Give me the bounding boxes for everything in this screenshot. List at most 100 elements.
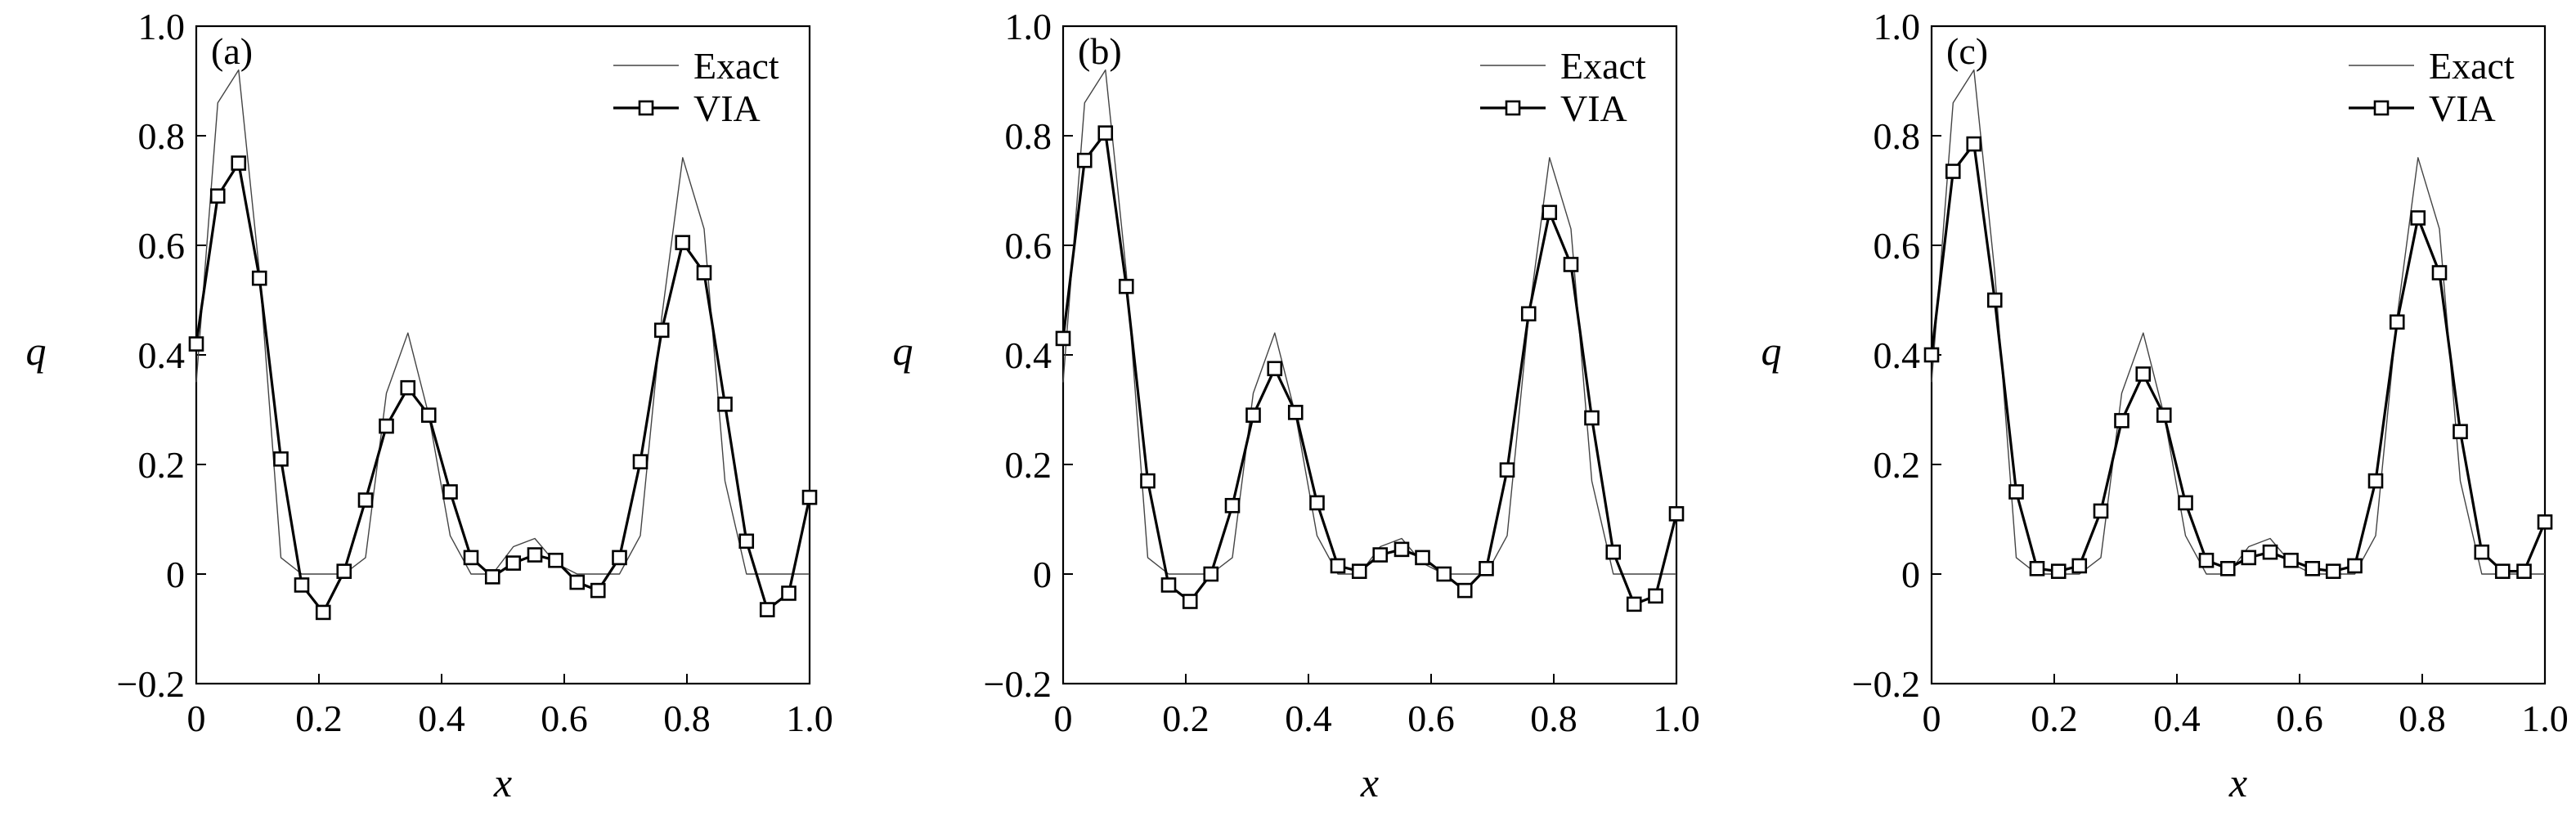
data-point-marker [2262, 544, 2278, 560]
x-tick-label: 0 [187, 698, 206, 739]
data-point-marker [1966, 136, 1982, 152]
x-tick-label: 0.2 [2031, 698, 2078, 739]
data-point-marker [2178, 495, 2193, 511]
data-point-marker [2453, 424, 2468, 440]
data-point-marker [1520, 306, 1537, 322]
data-point-marker [1923, 347, 1940, 363]
legend-label-exact: Exact [2429, 45, 2515, 87]
data-point-marker [2071, 558, 2088, 574]
legend-marker [2373, 100, 2390, 116]
data-point-marker [379, 418, 394, 434]
data-point-marker [188, 336, 204, 352]
data-point-marker [1986, 292, 2003, 308]
data-point-marker [400, 379, 416, 396]
data-point-marker [251, 270, 267, 286]
y-tick-label: 0.4 [1005, 334, 1052, 376]
x-tick-label: 0.8 [2399, 698, 2446, 739]
data-point-marker [1415, 550, 1430, 566]
data-point-marker [1330, 558, 1346, 574]
x-tick-label: 1.0 [1653, 698, 1700, 739]
data-point-marker [463, 550, 479, 566]
data-point-marker [675, 235, 691, 250]
legend-label-exact: Exact [693, 45, 779, 87]
data-point-marker [1203, 566, 1219, 582]
legend-label-via: VIA [693, 87, 761, 129]
y-tick-label: −0.2 [1852, 663, 1920, 705]
y-tick-label: 0.8 [1005, 115, 1052, 157]
data-point-marker [2431, 265, 2448, 280]
data-point-marker [1945, 164, 1961, 179]
x-axis-label: x [1360, 760, 1379, 805]
x-axis-label: x [493, 760, 512, 805]
y-tick-label: 1.0 [1874, 6, 1921, 47]
panel-label: (b) [1078, 30, 1122, 72]
data-point-marker [484, 569, 500, 585]
y-tick-label: 0.2 [1874, 444, 1921, 486]
data-point-marker [294, 577, 310, 593]
data-point-marker [1436, 566, 1452, 582]
data-point-marker [548, 552, 563, 568]
y-tick-label: 0.8 [138, 115, 186, 157]
x-tick-label: 0.6 [541, 698, 588, 739]
panel-label: (a) [211, 30, 253, 72]
data-point-marker [2050, 563, 2067, 579]
y-tick-label: 1.0 [138, 6, 186, 47]
data-point-marker [2008, 484, 2024, 500]
data-point-marker [781, 585, 797, 601]
data-point-marker [273, 451, 289, 467]
x-tick-label: 0 [1923, 698, 1941, 739]
data-point-marker [420, 407, 437, 424]
x-tick-label: 0.6 [1407, 698, 1455, 739]
data-point-marker [1118, 278, 1134, 294]
data-point-marker [1605, 544, 1622, 560]
y-tick-label: −0.2 [117, 663, 185, 705]
data-point-marker [2347, 558, 2363, 574]
data-point-marker [696, 265, 712, 280]
data-point-marker [2283, 552, 2299, 568]
x-tick-label: 0.4 [418, 698, 465, 739]
data-point-marker [1055, 330, 1071, 347]
data-point-marker [2219, 560, 2236, 576]
y-tick-label: 0.2 [138, 444, 186, 486]
data-point-marker [2114, 413, 2129, 428]
data-point-marker [505, 555, 522, 571]
legend-label-via: VIA [1560, 87, 1627, 129]
y-tick-label: 0.6 [1874, 225, 1921, 267]
data-point-marker [717, 396, 733, 412]
data-point-marker [1245, 407, 1261, 424]
data-point-marker [2494, 563, 2511, 579]
data-point-marker [801, 489, 818, 505]
legend-marker [638, 100, 654, 116]
y-tick-label: 0 [166, 554, 185, 595]
data-point-marker [2198, 552, 2215, 568]
data-point-marker [2516, 563, 2532, 579]
data-point-marker [1351, 563, 1367, 579]
legend-marker [1505, 100, 1521, 116]
data-point-marker [1372, 547, 1389, 563]
data-point-marker [315, 604, 331, 621]
data-point-marker [442, 484, 458, 500]
data-point-marker [2029, 560, 2045, 576]
data-point-marker [1626, 596, 1642, 612]
data-point-marker [1563, 257, 1579, 272]
data-point-marker [1309, 495, 1325, 511]
chart-panel-3: 0 0.2 0.4 0.6 0.8 1.0−0.200.20.40.60.81.0xq(c… [1761, 6, 2569, 805]
data-point-marker [1584, 410, 1600, 426]
series-line-via [1061, 132, 1678, 606]
data-point-marker [1648, 588, 1663, 604]
data-point-marker [2410, 210, 2426, 226]
data-point-marker [1393, 541, 1410, 558]
data-point-marker [2093, 503, 2109, 519]
data-point-marker [2304, 560, 2321, 576]
chart-panel-2: 0 0.2 0.4 0.6 0.8 1.0−0.200.20.40.60.81.0xq(b… [893, 6, 1700, 805]
legend-label-exact: Exact [1560, 45, 1646, 87]
series-line-via [195, 161, 811, 614]
x-axis-label: x [2228, 760, 2247, 805]
data-point-marker [209, 188, 226, 204]
data-point-marker [612, 550, 627, 566]
data-point-marker [1542, 204, 1558, 221]
y-tick-label: 0 [1901, 554, 1920, 595]
data-point-marker [1456, 582, 1473, 599]
y-tick-label: 0.6 [138, 225, 186, 267]
